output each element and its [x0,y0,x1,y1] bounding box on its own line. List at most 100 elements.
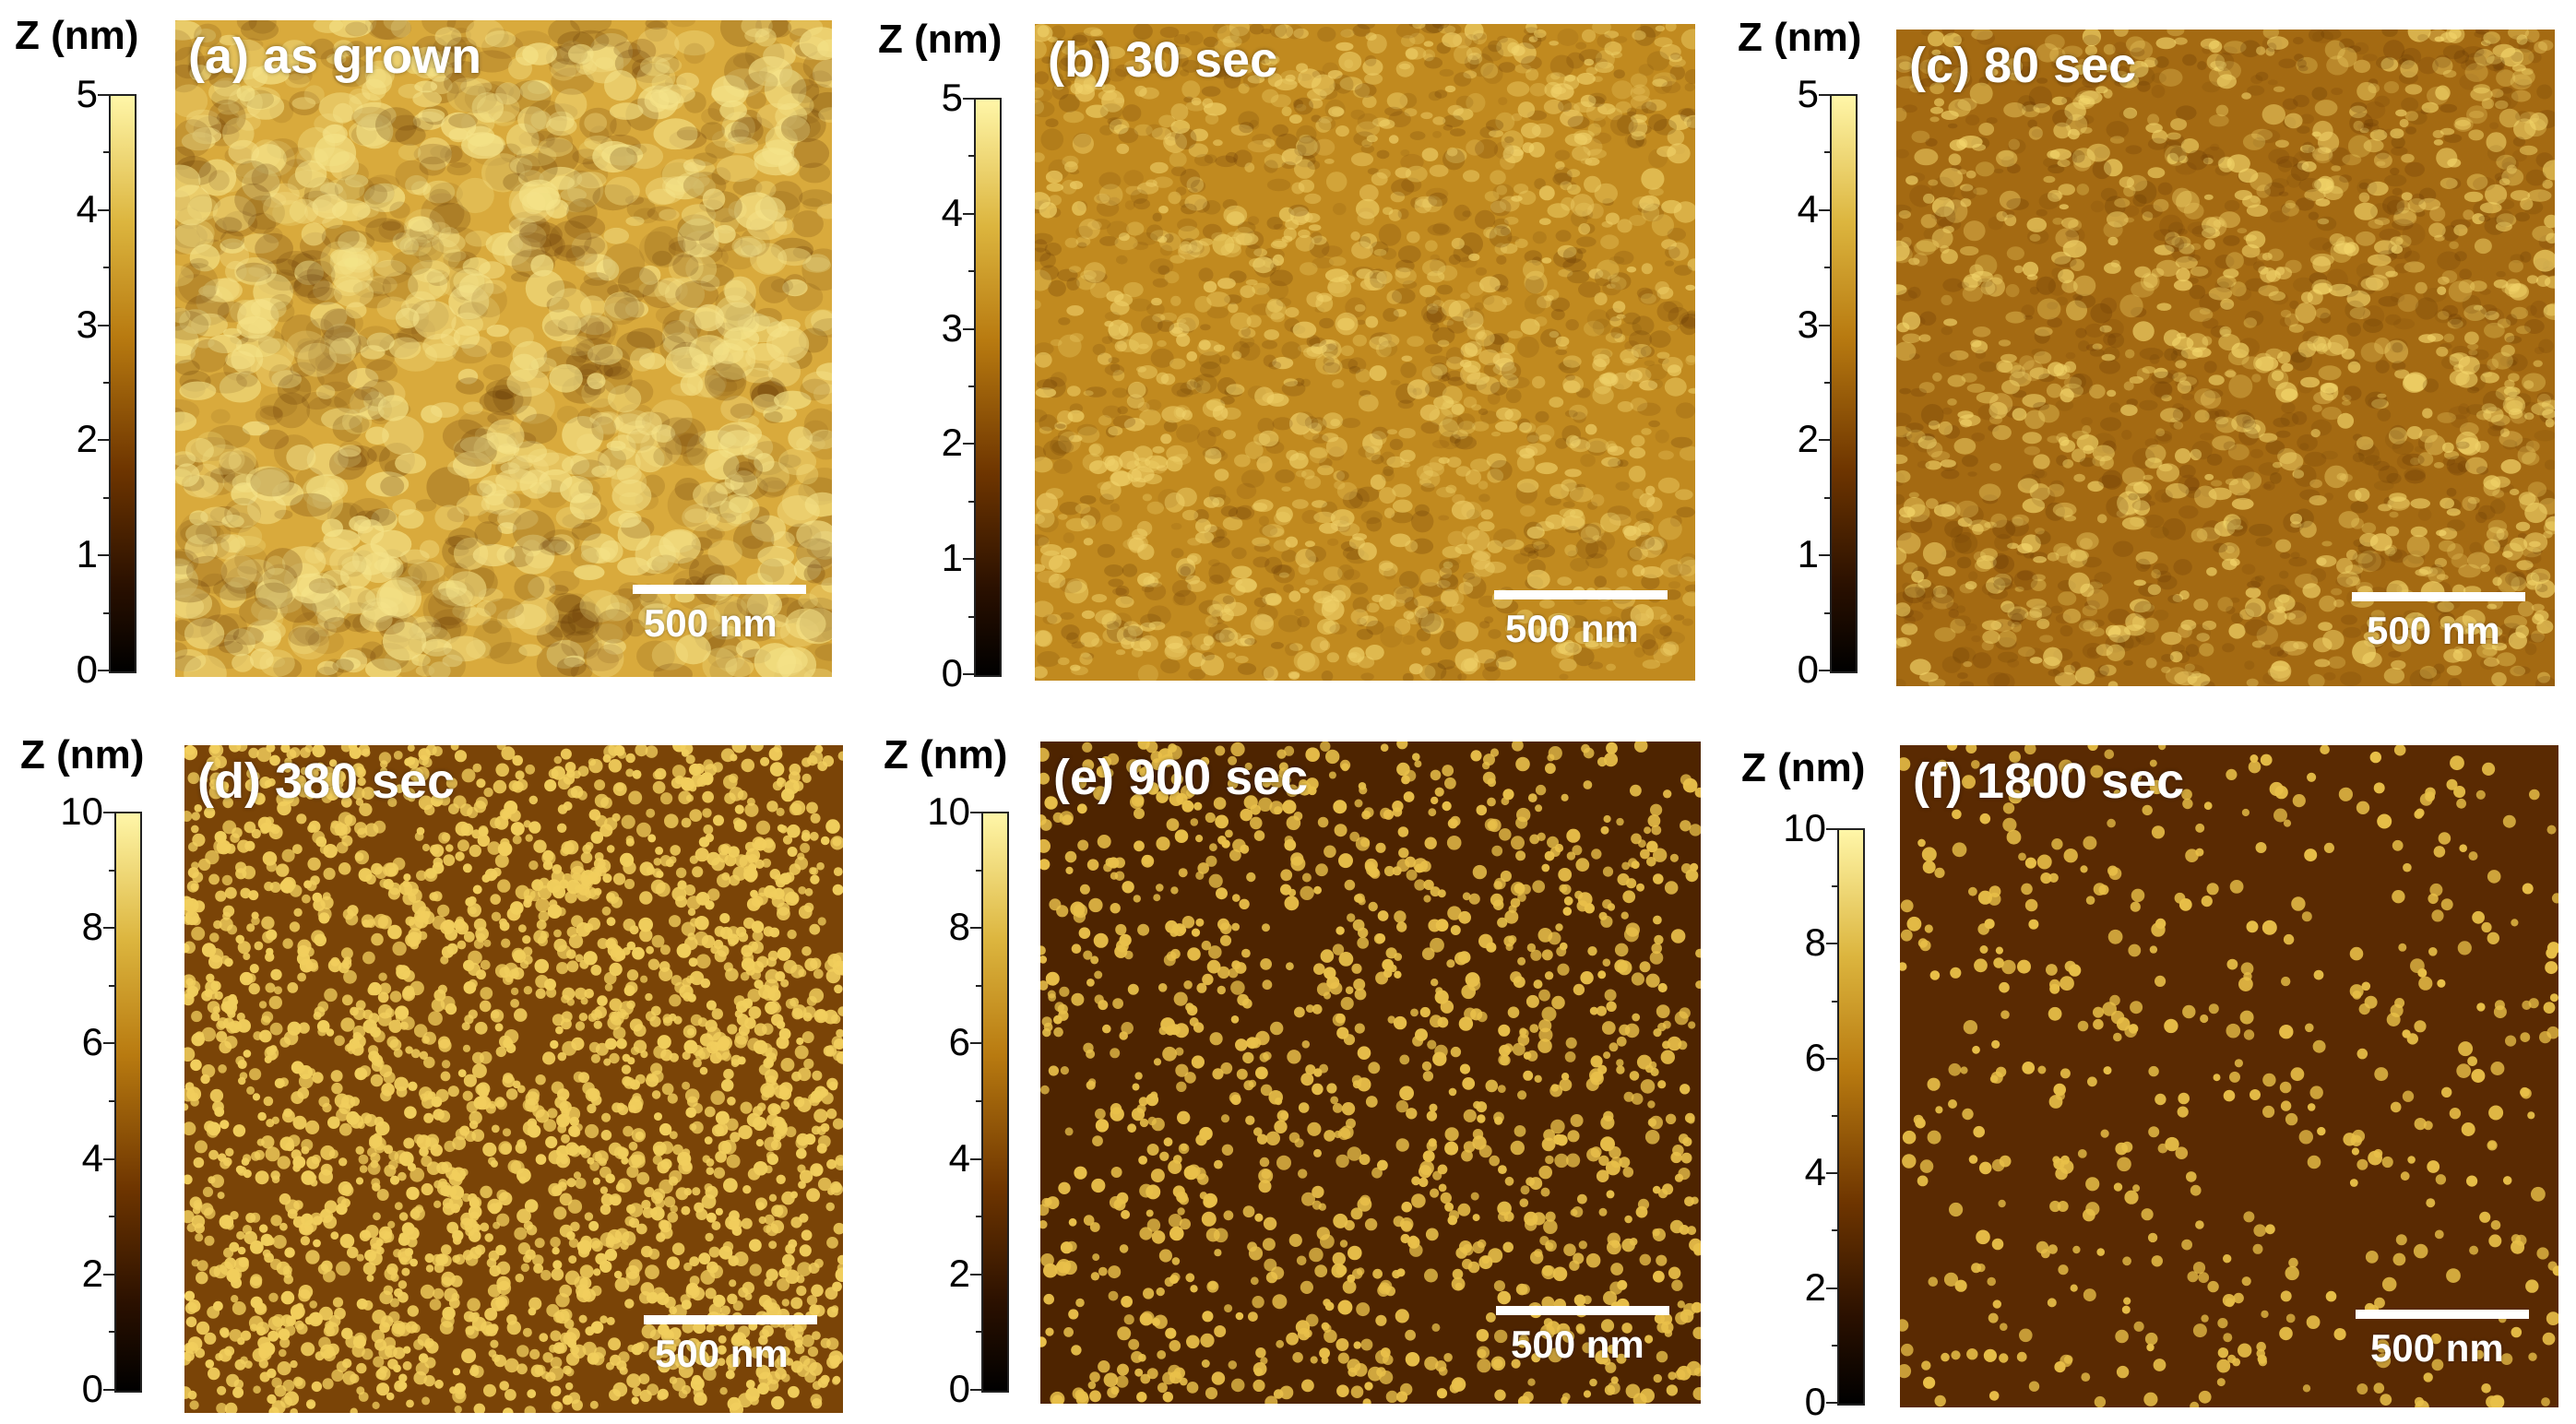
colorbar-tick-d [103,1389,116,1391]
colorbar-tick-e [970,927,983,930]
colorbar-minor-tick-b [968,155,976,158]
panel-label-b: (b) 30 sec [1048,32,1278,88]
colorbar-minor-tick-f [1832,1000,1839,1003]
scale-bar-label-f: 500 nm [2370,1326,2504,1370]
colorbar-a [109,94,137,673]
afm-surface-d [184,745,843,1413]
colorbar-tick-label-f: 8 [1804,920,1826,965]
colorbar-tick-label-a: 4 [76,186,98,231]
colorbar-tick-e [970,1157,983,1160]
colorbar-tick-label-e: 4 [948,1135,970,1180]
colorbar-tick-label-e: 0 [948,1367,970,1410]
colorbar-tick-f [1826,1402,1839,1404]
colorbar-tick-c [1819,208,1832,211]
panel-label-c: (c) 80 sec [1909,38,2137,93]
colorbar-tick-label-a: 0 [76,647,98,691]
afm-image-d: (d) 380 sec 500 nm [184,745,843,1413]
colorbar-minor-tick-f [1832,885,1839,888]
colorbar-tick-b [963,443,976,445]
colorbar-tick-label-b: 4 [941,190,963,234]
afm-surface-e [1040,742,1701,1404]
scale-bar-c [2352,592,2525,601]
afm-surface-f [1900,745,2558,1407]
panel-label-d: (d) 380 sec [197,754,456,809]
afm-features [184,745,843,1413]
afm-image-e: (e) 900 sec 500 nm [1040,742,1701,1404]
colorbar-label-f: Z (nm) [1741,745,1866,790]
colorbar-b [974,98,1002,677]
colorbar-tick-label-e: 6 [948,1020,970,1064]
colorbar-tick-label-a: 3 [76,302,98,346]
colorbar-minor-tick-c [1824,496,1832,499]
colorbar-tick-label-c: 3 [1797,302,1819,346]
colorbar-tick-a [98,439,111,442]
colorbar-tick-c [1819,670,1832,671]
colorbar-tick-e [970,1042,983,1045]
colorbar-tick-label-c: 1 [1797,532,1819,576]
scale-bar-label-a: 500 nm [644,601,778,645]
colorbar-minor-tick-f [1832,1344,1839,1347]
colorbar-tick-a [98,208,111,211]
colorbar-tick-label-f: 2 [1804,1264,1826,1309]
afm-features [1040,742,1701,1404]
colorbar-minor-tick-d [109,1216,116,1218]
colorbar-minor-tick-b [968,615,976,618]
afm-image-a: (a) as grown 500 nm [175,20,832,677]
colorbar-tick-e [970,1273,983,1276]
colorbar-tick-label-a: 5 [76,72,98,115]
colorbar-minor-tick-c [1824,267,1832,269]
colorbar-tick-a [98,554,111,557]
colorbar-tick-c [1819,94,1832,96]
colorbar-tick-a [98,324,111,326]
afm-surface-a [175,20,832,677]
colorbar-minor-tick-a [103,267,111,269]
scale-bar-a [633,585,806,594]
colorbar-tick-label-c: 2 [1797,417,1819,461]
colorbar-tick-e [970,1389,983,1391]
colorbar-tick-f [1826,1287,1839,1289]
colorbar-tick-label-d: 6 [81,1020,103,1064]
colorbar-minor-tick-f [1832,1229,1839,1232]
afm-features [1896,30,2555,686]
colorbar-tick-label-c: 0 [1797,647,1819,691]
colorbar-tick-label-d: 2 [81,1251,103,1295]
scale-bar-d [644,1315,817,1324]
colorbar-tick-b [963,558,976,561]
colorbar-minor-tick-c [1824,611,1832,614]
colorbar-tick-f [1826,1057,1839,1060]
colorbar-label-b: Z (nm) [878,17,1003,62]
colorbar-label-d: Z (nm) [20,732,145,777]
colorbar-tick-c [1819,439,1832,442]
colorbar-tick-label-f: 6 [1804,1035,1826,1079]
panel-label-f: (f) 1800 sec [1913,754,2185,809]
colorbar-tick-d [103,1273,116,1276]
afm-surface-c [1896,30,2555,686]
colorbar-minor-tick-a [103,496,111,499]
colorbar-e [981,812,1009,1393]
scale-bar-f [2356,1310,2529,1319]
colorbar-minor-tick-b [968,270,976,273]
colorbar-tick-d [103,1157,116,1160]
colorbar-tick-b [963,327,976,330]
colorbar-tick-d [103,1042,116,1045]
colorbar-tick-label-c: 4 [1797,186,1819,231]
colorbar-minor-tick-e [976,1331,983,1334]
colorbar-tick-f [1826,1172,1839,1175]
colorbar-tick-label-f: 0 [1804,1380,1826,1423]
colorbar-tick-label-b: 0 [941,651,963,694]
scale-bar-label-e: 500 nm [1511,1323,1644,1366]
colorbar-tick-label-d: 8 [81,905,103,949]
colorbar-tick-label-f: 10 [1783,806,1826,849]
colorbar-tick-label-a: 2 [76,417,98,461]
panel-label-e: (e) 900 sec [1053,750,1309,805]
colorbar-minor-tick-d [109,1100,116,1102]
colorbar-minor-tick-d [109,984,116,987]
colorbar-label-a: Z (nm) [15,13,139,58]
colorbar-tick-b [963,212,976,215]
colorbar-d [114,812,142,1393]
colorbar-tick-e [970,812,983,813]
scale-bar-label-c: 500 nm [2367,609,2500,652]
colorbar-c [1830,94,1858,673]
colorbar-tick-label-c: 5 [1797,72,1819,115]
colorbar-tick-label-b: 3 [941,305,963,350]
